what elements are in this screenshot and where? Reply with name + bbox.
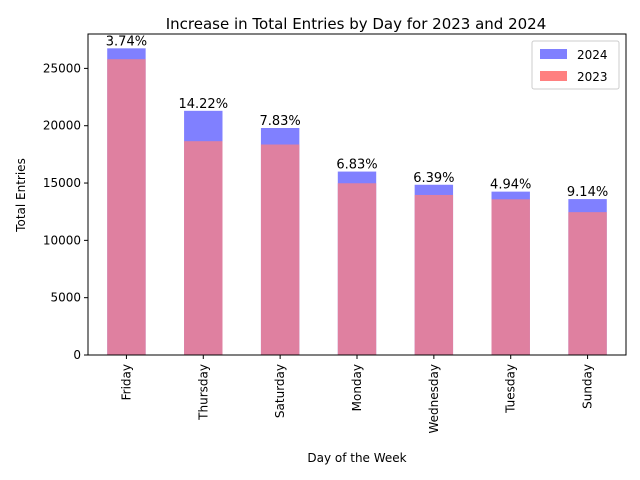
legend-swatch-2024	[540, 49, 567, 59]
data-label-friday: 3.74%	[106, 34, 147, 49]
data-labels: 3.74% 14.22% 7.83% 6.83% 6.39% 4.94% 9.14%	[106, 34, 608, 200]
x-axis: Friday Thursday Saturday Monday Wednesday Tue…	[119, 355, 595, 433]
legend-label-2024: 2024	[577, 48, 608, 62]
data-label-monday: 6.83%	[336, 158, 377, 173]
x-tick-label-monday: Monday	[350, 364, 364, 411]
y-tick-label: 0	[73, 348, 81, 362]
y-tick-label: 5000	[50, 291, 81, 305]
bar-2023-wednesday	[414, 194, 454, 355]
chart-title: Increase in Total Entries by Day for 202…	[166, 15, 547, 33]
y-axis-label: Total Entries	[14, 158, 28, 233]
x-tick-label-wednesday: Wednesday	[427, 364, 441, 433]
series-2023-bars	[107, 59, 607, 355]
data-label-tuesday: 4.94%	[490, 178, 531, 193]
bar-2023-sunday	[568, 212, 607, 355]
bar-2023-monday	[337, 183, 377, 355]
bar-2023-thursday	[184, 141, 223, 355]
bar-2023-friday	[107, 59, 146, 355]
legend-swatch-2023	[540, 71, 567, 81]
x-tick-label-friday: Friday	[119, 364, 133, 400]
x-tick-label-saturday: Saturday	[273, 364, 287, 418]
y-axis: 0 5000 10000 15000 20000 25000	[43, 61, 88, 362]
x-tick-label-sunday: Sunday	[581, 364, 595, 409]
data-label-thursday: 14.22%	[178, 97, 228, 112]
data-label-sunday: 9.14%	[567, 185, 608, 200]
bar-2023-saturday	[260, 144, 300, 355]
data-label-saturday: 7.83%	[259, 114, 300, 129]
x-tick-label-tuesday: Tuesday	[504, 364, 518, 414]
bar-2023-tuesday	[491, 199, 530, 355]
y-tick-label: 25000	[43, 61, 81, 75]
legend: 2024 2023	[531, 40, 620, 90]
y-tick-label: 10000	[43, 233, 81, 247]
data-label-wednesday: 6.39%	[413, 171, 454, 186]
x-axis-label: Day of the Week	[307, 451, 406, 465]
x-tick-label-thursday: Thursday	[196, 364, 210, 421]
y-tick-label: 20000	[43, 119, 81, 133]
legend-label-2023: 2023	[577, 70, 608, 84]
plot-frame	[87, 33, 627, 356]
y-tick-label: 15000	[43, 176, 81, 190]
